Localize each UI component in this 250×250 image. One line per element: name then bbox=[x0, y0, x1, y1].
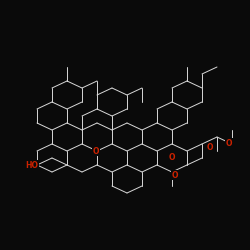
Text: O: O bbox=[93, 146, 99, 156]
Text: O: O bbox=[226, 138, 232, 147]
Text: O: O bbox=[169, 152, 175, 162]
Text: O: O bbox=[172, 170, 178, 179]
Text: HO: HO bbox=[26, 160, 38, 170]
Text: O: O bbox=[207, 144, 213, 152]
